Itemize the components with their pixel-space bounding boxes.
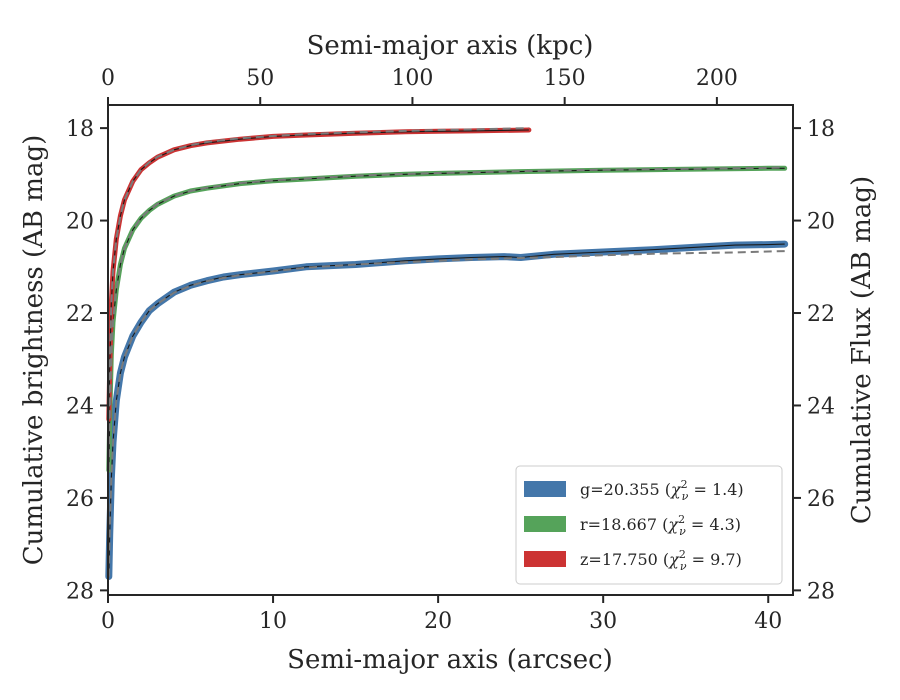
- top-x-tick-label: 0: [101, 66, 115, 91]
- series-z-model: [107, 127, 529, 420]
- series-r-band: [106, 165, 788, 473]
- legend: g=20.355 (χ2 ν = 1.4) r=18.667 (χ2 ν = 4.3)…: [515, 465, 783, 585]
- y-axis-label: Cumulative brightness (AB mag): [19, 135, 49, 566]
- right-y-tick-label: 22: [807, 302, 835, 327]
- x-tick-label: 30: [589, 609, 617, 634]
- legend-box: [515, 465, 783, 585]
- y-tick-label: 22: [66, 302, 94, 327]
- series-r-line: [108, 167, 785, 471]
- right-y-tick-label: 28: [807, 579, 835, 604]
- right-y-tick-label: 20: [807, 210, 835, 235]
- x-tick-label: 20: [424, 609, 452, 634]
- series-g-line: [108, 243, 785, 577]
- y-tick-label: 26: [66, 487, 94, 512]
- x-tick-label: 10: [259, 609, 287, 634]
- top-x-tick-label: 200: [696, 66, 738, 91]
- x-tick-label: 40: [754, 609, 782, 634]
- x-tick-label: 0: [101, 609, 115, 634]
- legend-swatch-g: [524, 481, 566, 497]
- right-y-tick-label: 18: [807, 117, 835, 142]
- legend-label-g: g=20.355 (χ2 ν = 1.4): [580, 478, 744, 503]
- top-x-tick-label: 150: [544, 66, 586, 91]
- x-axis-label: Semi-major axis (arcsec): [287, 645, 613, 675]
- y-tick-label: 28: [66, 579, 94, 604]
- y-tick-label: 20: [66, 210, 94, 235]
- legend-swatch-z: [524, 551, 566, 567]
- legend-label-r: r=18.667 (χ2 ν = 4.3): [580, 513, 741, 538]
- right-y-tick-label: 26: [807, 487, 835, 512]
- model-curves: [107, 127, 785, 577]
- top-x-tick-label: 100: [391, 66, 433, 91]
- right-y-tick-label: 24: [807, 394, 835, 419]
- axis-ticks: 0 10 20 30 40 0 50 100 150 200 18 18 20 20 22 22 24 24 26 2…: [66, 66, 835, 634]
- plot-frame: [107, 104, 794, 596]
- legend-swatch-r: [524, 516, 566, 532]
- legend-label-z: z=17.750 (χ2 ν = 9.7): [580, 548, 742, 573]
- series-r-model: [107, 166, 785, 471]
- top-x-tick-label: 50: [246, 66, 274, 91]
- y-tick-label: 24: [66, 394, 94, 419]
- top-x-axis-label: Semi-major axis (kpc): [307, 31, 594, 61]
- right-y-axis-label: Cumulative Flux (AB mag): [847, 176, 877, 524]
- y-tick-label: 18: [66, 117, 94, 142]
